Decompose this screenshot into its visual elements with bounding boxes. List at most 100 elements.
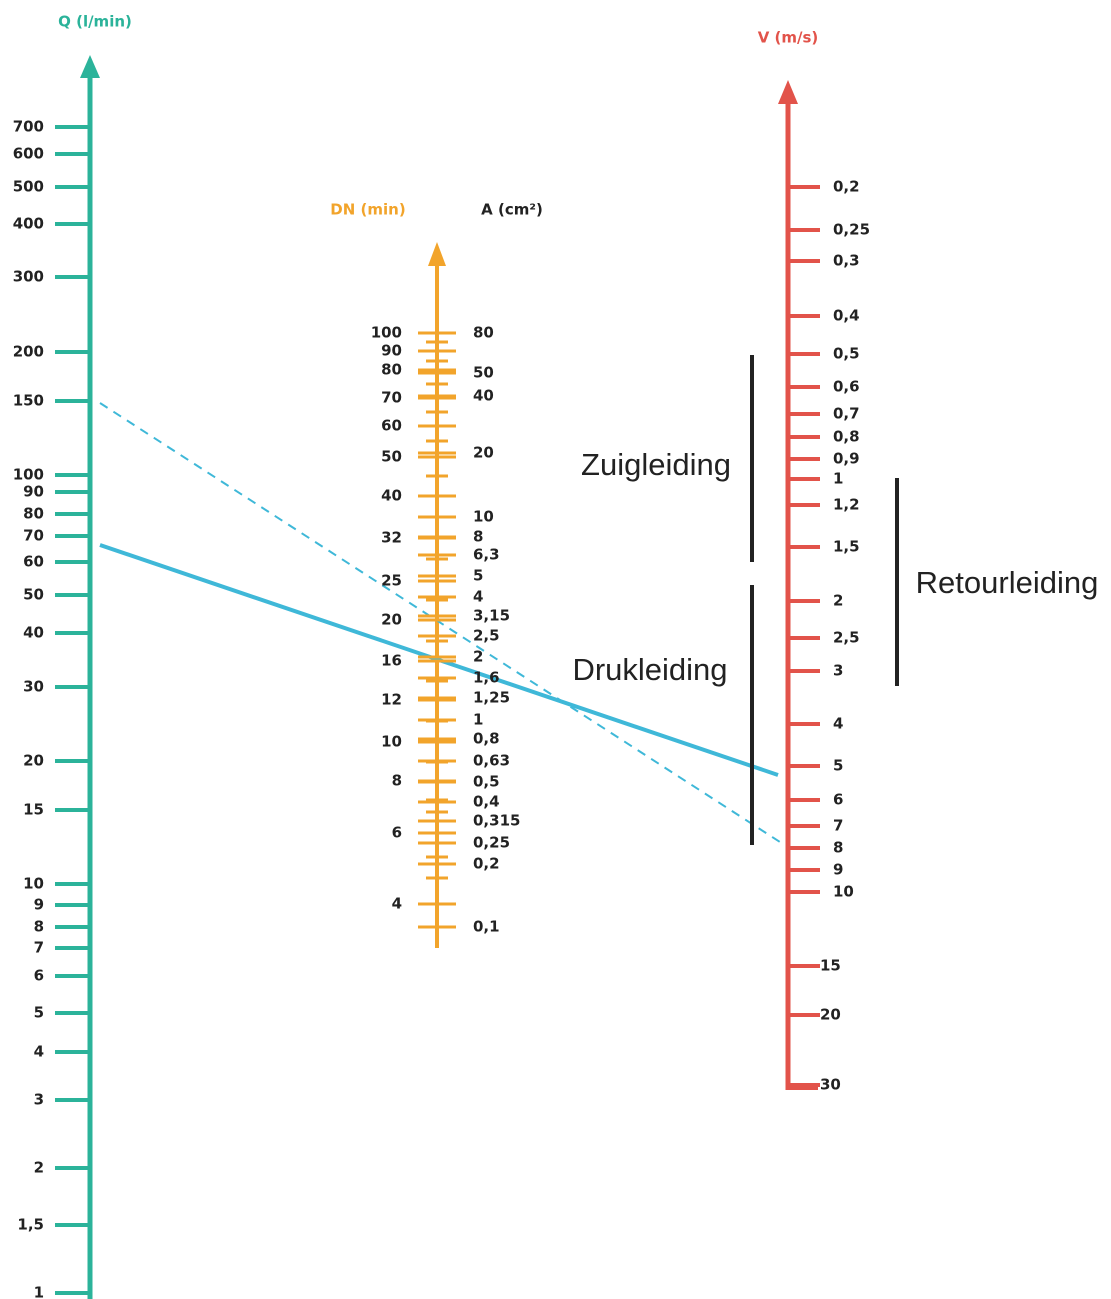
tick-label: 10 [23, 875, 44, 893]
tick-label: 4 [833, 715, 843, 733]
tick-label: 1,6 [473, 669, 500, 687]
tick-label: 150 [13, 392, 44, 410]
tick-label: 0,6 [833, 378, 860, 396]
tick-label: 0,315 [473, 812, 520, 830]
tick-label: 100 [13, 466, 44, 484]
tick-label: 50 [381, 448, 402, 466]
tick-label: 20 [473, 444, 494, 462]
tick-label: 8 [473, 528, 483, 546]
tick-label: 0,25 [473, 834, 510, 852]
tick-label: 0,63 [473, 752, 510, 770]
q-title: Q (l/min) [58, 13, 132, 31]
tick-label: 5 [473, 567, 483, 585]
tick-label: 9 [34, 896, 44, 914]
tick-label: 6,3 [473, 546, 500, 564]
tick-label: 40 [381, 487, 402, 505]
tick-label: 16 [381, 652, 402, 670]
suction-label: Zuigleiding [581, 447, 731, 482]
tick-label: 90 [381, 342, 402, 360]
tick-label: 30 [23, 678, 44, 696]
tick-label: 0,3 [833, 252, 860, 270]
tick-label: 20 [820, 1006, 841, 1024]
tick-label: 20 [23, 752, 44, 770]
tick-label: 6 [392, 824, 402, 842]
tick-label: 0,4 [833, 307, 860, 325]
tick-label: 1,25 [473, 689, 510, 707]
tick-label: 4 [34, 1043, 44, 1061]
tick-label: 90 [23, 483, 44, 501]
tick-label: 0,8 [473, 730, 500, 748]
dn-arrow [428, 242, 446, 266]
tick-label: 1 [833, 470, 843, 488]
q-arrow [80, 55, 100, 78]
tick-label: 1 [473, 711, 483, 729]
tick-label: 32 [381, 529, 402, 547]
tick-label: 600 [13, 145, 44, 163]
tick-label: 10 [833, 883, 854, 901]
tick-label: 500 [13, 178, 44, 196]
tick-label: 7 [833, 817, 843, 835]
tick-label: 2 [473, 648, 483, 666]
tick-label: 50 [473, 364, 494, 382]
tick-label: 60 [23, 553, 44, 571]
tick-label: 4 [473, 588, 483, 606]
tick-label: 15 [23, 801, 44, 819]
tick-label: 1,5 [17, 1216, 44, 1234]
tick-label: 2 [34, 1159, 44, 1177]
tick-label: 200 [13, 343, 44, 361]
tick-label: 40 [23, 624, 44, 642]
tick-label: 0,25 [833, 221, 870, 239]
tick-label: 0,5 [473, 773, 500, 791]
tick-label: 6 [833, 791, 843, 809]
v-title: V (m/s) [758, 29, 819, 47]
tick-label: 12 [381, 691, 402, 709]
tick-label: 0,1 [473, 918, 500, 936]
tick-label: 9 [833, 861, 843, 879]
tick-label: 8 [833, 839, 843, 857]
tick-label: 2,5 [473, 627, 500, 645]
tick-label: 80 [23, 505, 44, 523]
tick-label: 2,5 [833, 629, 860, 647]
tick-label: 0,2 [473, 855, 500, 873]
tick-label: 400 [13, 215, 44, 233]
tick-label: 3 [34, 1091, 44, 1109]
tick-label: 7 [34, 939, 44, 957]
tick-label: 5 [833, 757, 843, 775]
tick-label: 8 [34, 918, 44, 936]
tick-label: 50 [23, 586, 44, 604]
tick-label: 100 [371, 324, 402, 342]
tick-label: 700 [13, 118, 44, 136]
v-arrow [778, 80, 798, 104]
tick-label: 80 [473, 324, 494, 342]
tick-label: 20 [381, 611, 402, 629]
tick-label: 10 [381, 733, 402, 751]
tick-label: 2 [833, 592, 843, 610]
tick-label: 1,2 [833, 496, 860, 514]
tick-label: 0,2 [833, 178, 860, 196]
tick-label: 6 [34, 967, 44, 985]
dashed-reading-line [99, 402, 781, 843]
tick-label: 80 [381, 361, 402, 379]
dn-title: DN (min) [330, 201, 405, 219]
tick-label: 3 [833, 662, 843, 680]
tick-label: 15 [820, 957, 841, 975]
tick-label: 3,15 [473, 607, 510, 625]
area-title: A (cm²) [481, 201, 543, 219]
tick-label: 25 [381, 572, 402, 590]
tick-label: 0,9 [833, 450, 860, 468]
tick-label: 8 [392, 772, 402, 790]
tick-label: 10 [473, 508, 494, 526]
tick-label: 300 [13, 268, 44, 286]
pressure-label: Drukleiding [572, 652, 727, 687]
tick-label: 1,5 [833, 538, 860, 556]
tick-label: 1 [34, 1284, 44, 1299]
return-label: Retourleiding [916, 565, 1099, 600]
tick-label: 70 [381, 389, 402, 407]
tick-label: 70 [23, 527, 44, 545]
tick-label: 5 [34, 1004, 44, 1022]
tick-label: 4 [392, 895, 402, 913]
tick-label: 40 [473, 387, 494, 405]
tick-label: 60 [381, 417, 402, 435]
tick-label: 0,8 [833, 428, 860, 446]
tick-label: 30 [820, 1076, 841, 1094]
